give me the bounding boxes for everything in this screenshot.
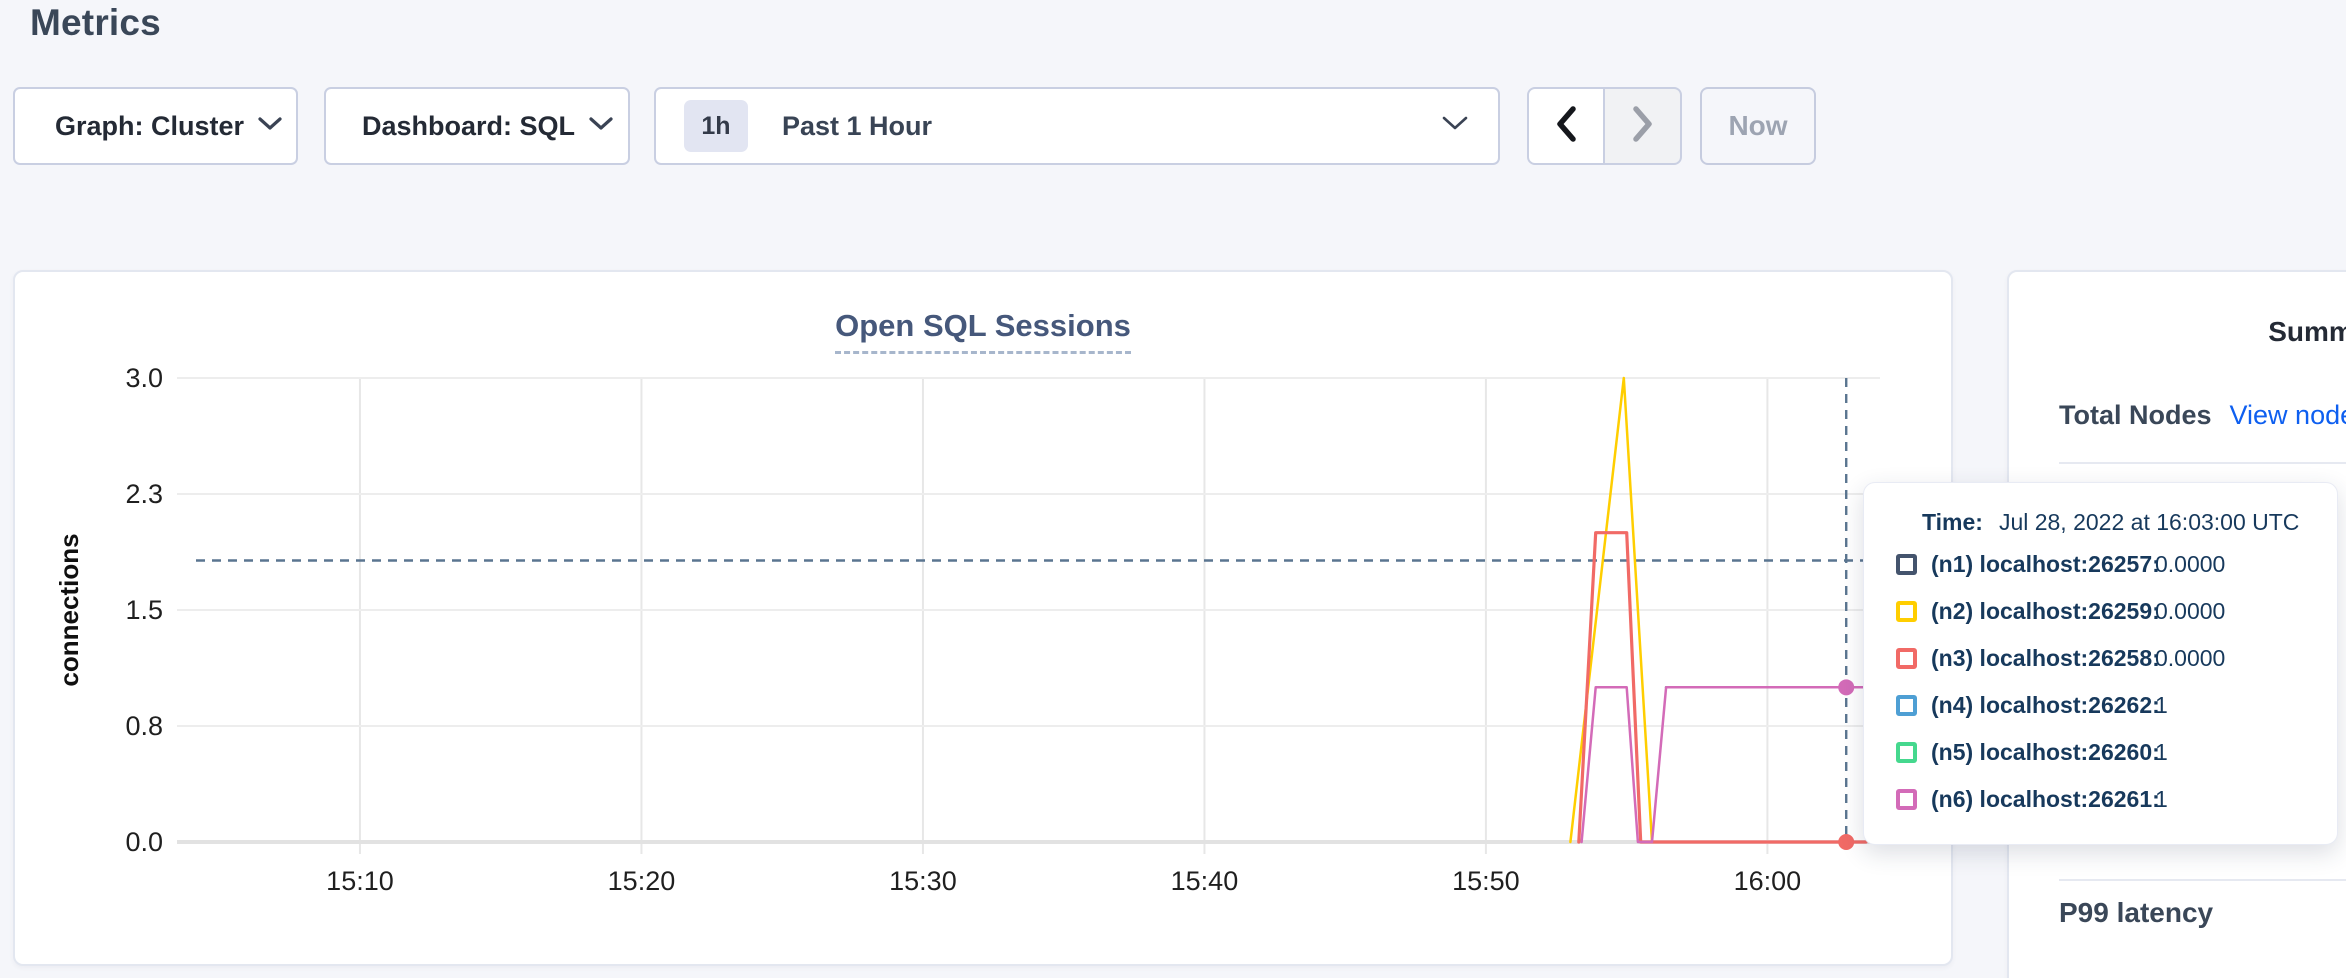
tooltip-node-label: (n2) localhost:26259: xyxy=(1931,598,2160,624)
chart-title-row: Open SQL Sessions xyxy=(15,308,1951,354)
x-tick-label: 15:20 xyxy=(608,866,676,896)
series-color-swatch xyxy=(1896,601,1917,622)
series-color-swatch xyxy=(1896,742,1917,763)
series-line-n3 xyxy=(1577,531,1868,844)
tooltip-node-label: (n1) localhost:26257: xyxy=(1931,551,2160,577)
series-color-swatch xyxy=(1896,554,1917,575)
y-axis-title: connections xyxy=(54,533,84,686)
dashboard-dropdown[interactable]: Dashboard: SQL xyxy=(324,87,630,165)
tooltip-node-label: (n3) localhost:26258: xyxy=(1931,645,2160,671)
chevron-left-icon xyxy=(1555,105,1577,147)
tooltip-node-value: 1 xyxy=(2155,692,2168,718)
y-tick-label: 1.5 xyxy=(125,595,163,625)
tooltip-node-value: 0.0000 xyxy=(2155,551,2226,577)
chevron-right-icon xyxy=(1632,105,1654,147)
hover-endpoint-dot xyxy=(1838,834,1855,850)
tooltip-time-row: Time: Jul 28, 2022 at 16:03:00 UTC xyxy=(1922,503,2317,541)
now-button[interactable]: Now xyxy=(1700,87,1816,165)
p99-latency-label: P99 latency xyxy=(2059,897,2214,928)
x-tick-label: 15:50 xyxy=(1452,866,1520,896)
chevron-down-icon xyxy=(589,116,613,136)
graph-scope-label: Graph: Cluster xyxy=(55,110,245,141)
open-sql-sessions-chart[interactable]: 15:10 15:20 15:30 15:40 15:50 16:00 0.0 0.8 1.5 2… xyxy=(15,272,1951,964)
view-nodes-link[interactable]: View nodes xyxy=(2229,400,2346,430)
tooltip-node-value: 1 xyxy=(2155,786,2168,812)
chevron-down-icon xyxy=(1442,116,1468,136)
chart-title[interactable]: Open SQL Sessions xyxy=(835,308,1131,354)
y-tick-label: 3.0 xyxy=(125,363,163,393)
x-tick-label: 16:00 xyxy=(1734,866,1802,896)
open-sql-sessions-panel: 15:10 15:20 15:30 15:40 15:50 16:00 0.0 0.8 1.5 2… xyxy=(13,270,1953,966)
tooltip-node-row: (n5) localhost:26260: 1 xyxy=(1896,729,2317,776)
tooltip-node-value: 0.0000 xyxy=(2155,645,2226,671)
tooltip-node-row: (n1) localhost:26257: 0.0000 xyxy=(1896,541,2317,588)
tooltip-node-row: (n2) localhost:26259: 0.0000 xyxy=(1896,588,2317,635)
tooltip-node-row: (n3) localhost:26258: 0.0000 xyxy=(1896,635,2317,682)
x-tick-label: 15:40 xyxy=(1171,866,1239,896)
time-range-selector[interactable]: 1h Past 1 Hour xyxy=(654,87,1500,165)
now-button-label: Now xyxy=(1728,110,1788,141)
tooltip-rows: (n1) localhost:26257: 0.0000 (n2) localhos… xyxy=(1896,541,2317,823)
x-tick-label: 15:30 xyxy=(889,866,957,896)
tooltip-node-label: (n4) localhost:26262: xyxy=(1931,692,2160,718)
sidebar-divider xyxy=(2059,879,2346,881)
graph-scope-dropdown[interactable]: Graph: Cluster xyxy=(13,87,298,165)
sidebar-divider xyxy=(2059,462,2346,464)
total-nodes-row: Total Nodes View nodes xyxy=(2059,400,2346,431)
tooltip-node-value: 1 xyxy=(2155,739,2168,765)
chevron-down-icon xyxy=(258,116,282,136)
series-color-swatch xyxy=(1896,648,1917,669)
time-prev-button[interactable] xyxy=(1527,87,1605,165)
total-nodes-label: Total Nodes xyxy=(2059,400,2212,430)
y-tick-label: 0.0 xyxy=(125,827,163,857)
tooltip-time-value: Jul 28, 2022 at 16:03:00 UTC xyxy=(1998,508,2300,535)
tooltip-node-label: (n6) localhost:26261: xyxy=(1931,786,2160,812)
tooltip-node-row: (n4) localhost:26262: 1 xyxy=(1896,682,2317,729)
tooltip-time-key: Time: xyxy=(1922,508,1983,535)
tooltip-node-row: (n6) localhost:26261: 1 xyxy=(1896,776,2317,823)
dashboard-label: Dashboard: SQL xyxy=(362,110,576,141)
time-range-badge: 1h xyxy=(684,100,748,152)
chart-hover-tooltip: Time: Jul 28, 2022 at 16:03:00 UTC (n1) … xyxy=(1863,482,2338,845)
page-title: Metrics xyxy=(30,2,161,43)
series-color-swatch xyxy=(1896,789,1917,810)
time-next-button[interactable] xyxy=(1603,87,1682,165)
hover-endpoint-dot xyxy=(1838,679,1855,696)
tooltip-node-value: 0.0000 xyxy=(2155,598,2226,624)
y-tick-label: 0.8 xyxy=(125,711,163,741)
time-range-label: Past 1 Hour xyxy=(782,110,933,141)
tooltip-node-label: (n5) localhost:26260: xyxy=(1931,739,2160,765)
series-line-n6 xyxy=(1580,686,1868,844)
summary-title: Summary xyxy=(2268,316,2346,347)
series-color-swatch xyxy=(1896,695,1917,716)
y-tick-label: 2.3 xyxy=(125,479,163,509)
x-tick-label: 15:10 xyxy=(326,866,394,896)
